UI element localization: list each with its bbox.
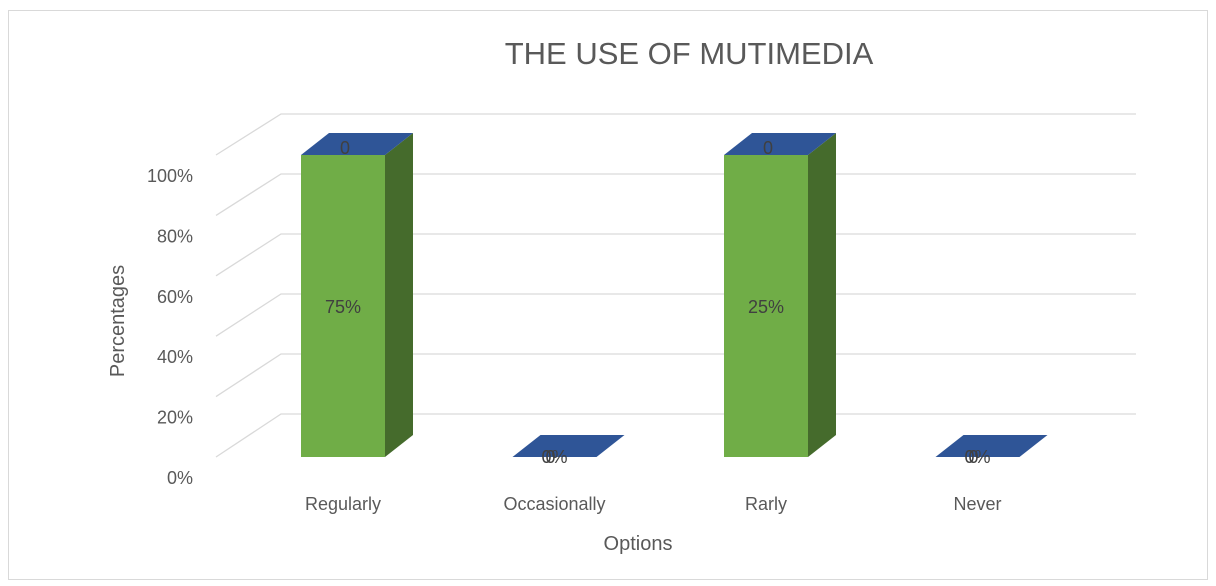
gridlines <box>215 113 1136 458</box>
x-tick-label: Regularly <box>305 494 381 514</box>
bar-data-label: 25% <box>748 297 784 317</box>
y-tick-label: 20% <box>157 408 193 428</box>
y-axis-ticks: 0% 20% 40% 60% 80% 100% <box>147 166 193 488</box>
bar-top <box>724 133 836 155</box>
bar-top-label: 0 <box>340 138 350 158</box>
gridline <box>215 233 1136 277</box>
x-tick-label: Rarly <box>745 494 787 514</box>
bar-top <box>512 435 625 457</box>
gridline <box>215 353 1136 398</box>
bar-top-label: 0 <box>545 447 555 467</box>
y-tick-label: 0% <box>167 468 193 488</box>
y-tick-label: 40% <box>157 347 193 367</box>
bar <box>724 155 808 457</box>
gridline <box>215 113 1136 156</box>
bar-side <box>808 133 836 457</box>
x-axis-ticks: Regularly Occasionally Rarly Never <box>305 494 1002 514</box>
x-tick-label: Never <box>953 494 1001 514</box>
bar-side <box>385 133 413 457</box>
x-tick-label: Occasionally <box>503 494 605 514</box>
bar-top <box>301 133 413 155</box>
bars: 75%00%025%00%0 <box>301 133 1048 467</box>
gridline <box>215 173 1136 216</box>
bar-top-label: 0 <box>763 138 773 158</box>
bar <box>301 155 385 457</box>
gridline <box>215 293 1136 337</box>
chart-title: THE USE OF MUTIMEDIA <box>505 36 874 71</box>
bar-top-label: 0 <box>968 447 978 467</box>
y-tick-label: 60% <box>157 287 193 307</box>
y-axis-title: Percentages <box>107 265 129 377</box>
x-axis-title: Options <box>604 533 673 555</box>
y-tick-label: 100% <box>147 166 193 186</box>
bar-data-label: 75% <box>325 297 361 317</box>
y-tick-label: 80% <box>157 226 193 246</box>
gridline <box>215 413 1136 458</box>
bar-top <box>935 435 1048 457</box>
chart-frame <box>8 10 1208 580</box>
bar-data-label: 0% <box>541 447 567 467</box>
bar-data-label: 0% <box>964 447 990 467</box>
